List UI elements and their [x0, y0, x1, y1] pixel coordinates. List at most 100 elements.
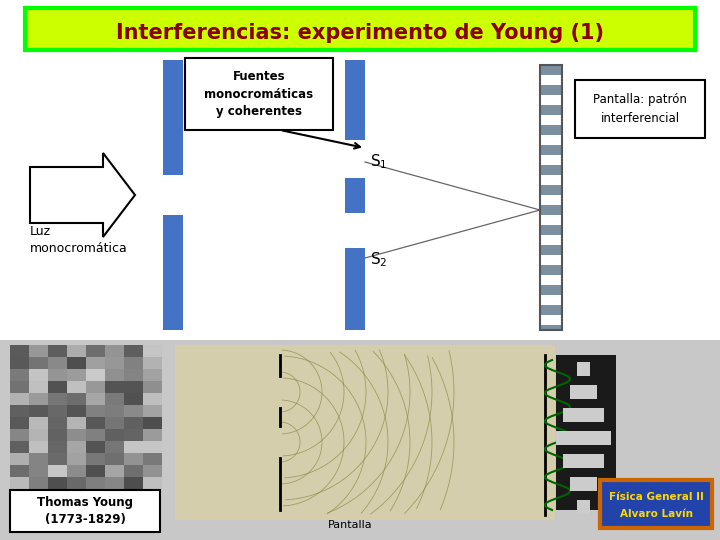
Bar	[124, 477, 143, 489]
Bar	[540, 165, 562, 175]
Bar	[29, 345, 48, 357]
Bar	[86, 477, 105, 489]
Bar	[540, 115, 562, 125]
Bar	[86, 441, 105, 453]
Bar	[345, 60, 365, 140]
Bar	[105, 441, 124, 453]
Bar	[105, 357, 124, 369]
Bar	[29, 369, 48, 381]
Bar	[570, 477, 598, 491]
Bar	[345, 178, 365, 213]
Bar	[570, 385, 598, 399]
Bar	[540, 145, 562, 155]
Bar	[577, 500, 590, 514]
Text: Fuentes
monocromáticas
y coherentes: Fuentes monocromáticas y coherentes	[204, 71, 314, 118]
Bar	[67, 369, 86, 381]
Bar	[143, 369, 162, 381]
Bar	[143, 417, 162, 429]
Bar	[540, 305, 562, 315]
Bar	[10, 477, 29, 489]
Bar	[86, 357, 105, 369]
Bar	[540, 155, 562, 165]
Bar	[540, 65, 562, 75]
Bar	[67, 465, 86, 477]
Bar	[540, 105, 562, 115]
Bar	[29, 477, 48, 489]
Bar	[143, 441, 162, 453]
Bar	[67, 357, 86, 369]
Bar	[10, 490, 160, 532]
Bar	[48, 417, 67, 429]
Bar	[67, 405, 86, 417]
Bar	[48, 477, 67, 489]
Bar	[143, 405, 162, 417]
Text: Pantalla: patrón
interferencial: Pantalla: patrón interferencial	[593, 93, 687, 125]
Bar	[10, 345, 160, 490]
Text: Luz
monocromática: Luz monocromática	[30, 225, 127, 255]
Bar	[540, 255, 562, 265]
Bar	[540, 325, 562, 330]
Bar	[540, 125, 562, 135]
Bar	[105, 369, 124, 381]
Bar	[48, 465, 67, 477]
Bar	[540, 195, 562, 205]
Bar	[124, 441, 143, 453]
Text: Alvaro Lavín: Alvaro Lavín	[619, 509, 693, 518]
Bar	[600, 480, 712, 528]
Bar	[540, 275, 562, 285]
Bar	[143, 393, 162, 405]
Bar	[540, 135, 562, 145]
Bar	[124, 453, 143, 465]
Bar	[48, 393, 67, 405]
Bar	[556, 431, 611, 445]
Bar	[25, 8, 695, 50]
Bar	[540, 295, 562, 305]
Bar	[563, 454, 604, 468]
Bar	[105, 429, 124, 441]
Bar	[124, 381, 143, 393]
Bar	[143, 477, 162, 489]
Bar	[86, 417, 105, 429]
Bar	[86, 429, 105, 441]
Bar	[124, 393, 143, 405]
Bar	[0, 0, 720, 340]
Bar	[10, 357, 29, 369]
Bar	[86, 345, 105, 357]
Bar	[124, 345, 143, 357]
Bar	[67, 393, 86, 405]
Bar	[10, 393, 29, 405]
Polygon shape	[30, 153, 135, 237]
Bar	[540, 75, 562, 85]
Bar	[29, 405, 48, 417]
Bar	[67, 345, 86, 357]
Bar	[143, 381, 162, 393]
Bar	[540, 245, 562, 255]
Bar	[29, 429, 48, 441]
Bar	[67, 381, 86, 393]
Bar	[540, 285, 562, 295]
Bar	[105, 345, 124, 357]
Bar	[86, 465, 105, 477]
Bar	[10, 453, 29, 465]
Bar	[10, 405, 29, 417]
Bar	[540, 65, 562, 330]
Bar	[67, 441, 86, 453]
Bar	[540, 85, 562, 95]
Bar	[48, 441, 67, 453]
Bar	[540, 225, 562, 235]
Bar	[124, 417, 143, 429]
Bar	[124, 405, 143, 417]
Bar	[10, 369, 29, 381]
Bar	[10, 345, 29, 357]
Text: S$_1$: S$_1$	[370, 153, 387, 171]
Bar	[163, 60, 183, 175]
Bar	[48, 381, 67, 393]
Bar	[540, 185, 562, 195]
Bar	[105, 405, 124, 417]
Bar	[29, 381, 48, 393]
Bar	[86, 393, 105, 405]
Bar	[48, 345, 67, 357]
Bar	[185, 58, 333, 130]
Text: S$_2$: S$_2$	[370, 251, 387, 269]
Bar	[29, 441, 48, 453]
